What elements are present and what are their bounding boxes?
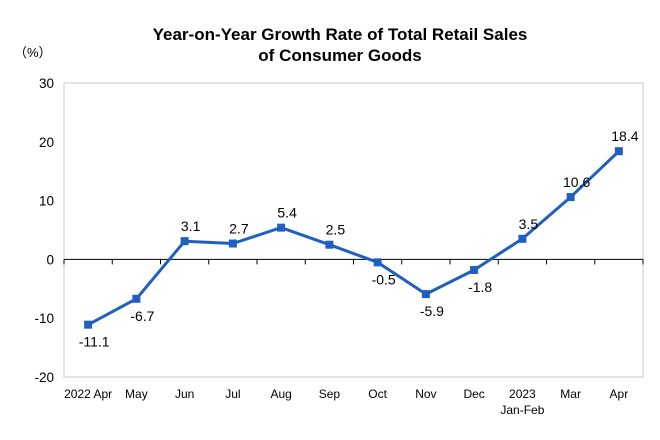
data-label: -6.7 <box>130 308 154 324</box>
data-point <box>228 239 237 248</box>
x-tick-label: Sep <box>319 387 341 401</box>
x-tick-label: Aug <box>270 387 291 401</box>
x-tick-sublabel: Jan-Feb <box>500 403 544 417</box>
data-label: -1.8 <box>468 279 492 295</box>
x-tick-label: Apr <box>610 387 629 401</box>
x-tick-label: Dec <box>463 387 484 401</box>
x-tick-label: Oct <box>368 387 387 401</box>
data-labels: -11.1 -6.7 3.1 2.7 5.4 2.5 -0.5 -5.9 -1.8 3.5 10.6… <box>79 128 639 349</box>
data-point <box>421 290 430 299</box>
y-tick-label: -10 <box>34 311 54 326</box>
data-point <box>470 265 479 274</box>
data-label: 10.6 <box>563 174 590 190</box>
unit-label: （%） <box>14 45 52 60</box>
data-point <box>132 294 141 303</box>
data-markers <box>84 147 623 329</box>
data-point <box>84 320 93 329</box>
data-point <box>325 240 334 249</box>
data-label: 3.1 <box>181 218 201 234</box>
x-tick-label: Nov <box>415 387 436 401</box>
data-label: 5.4 <box>277 205 297 221</box>
data-point <box>566 193 575 202</box>
data-point <box>518 234 527 243</box>
x-tick-label: Jul <box>225 387 240 401</box>
y-axis-ticks: 30 20 10 0 -10 -20 <box>34 76 54 385</box>
y-tick-label: -20 <box>34 370 54 385</box>
chart-title-line-1: Year-on-Year Growth Rate of Total Retail… <box>153 25 528 44</box>
y-tick-label: 0 <box>46 252 54 267</box>
data-label: 18.4 <box>611 128 638 144</box>
x-tick-label: Mar <box>560 387 581 401</box>
y-tick-label: 30 <box>39 76 54 91</box>
y-tick-label: 10 <box>39 194 54 209</box>
series-line <box>87 150 620 327</box>
x-tick-label: Jun <box>175 387 194 401</box>
plot-frame <box>63 82 644 378</box>
x-axis-labels: 2022 Apr May Jun Jul Aug Sep Oct Nov Dec 2023 Jan-… <box>64 387 628 417</box>
data-point <box>277 223 286 232</box>
chart-title-line-2: of Consumer Goods <box>258 46 421 65</box>
series-line-group <box>87 150 620 327</box>
data-point <box>614 147 623 156</box>
data-label: 3.5 <box>519 216 539 232</box>
x-tick-label: 2023 <box>509 387 536 401</box>
x-tick-label: May <box>125 387 148 401</box>
data-point <box>180 237 189 246</box>
data-label: -11.1 <box>79 334 110 350</box>
data-label: -0.5 <box>372 271 396 287</box>
x-tick-label: 2022 Apr <box>64 387 112 401</box>
data-label: -5.9 <box>420 303 444 319</box>
x-axis <box>63 258 644 265</box>
y-tick-label: 20 <box>39 135 54 150</box>
data-label: 2.7 <box>229 221 249 237</box>
data-point <box>373 258 382 267</box>
data-label: 2.5 <box>326 222 346 238</box>
